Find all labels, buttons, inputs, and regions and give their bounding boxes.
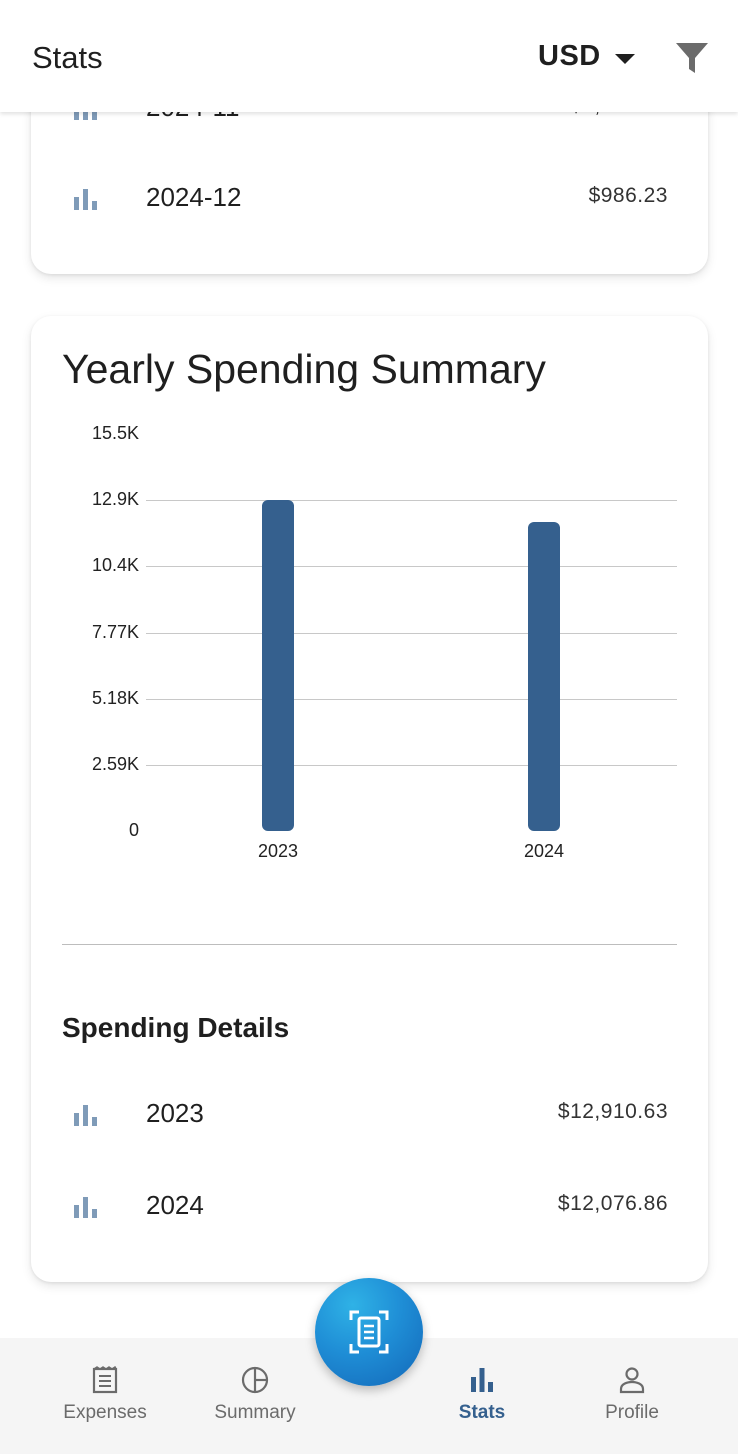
year-amount: $12,076.86	[557, 1192, 668, 1215]
grid-line	[146, 698, 677, 700]
grid-line	[146, 566, 677, 568]
grid-line	[146, 500, 677, 502]
filter-icon[interactable]	[674, 40, 710, 76]
pie-chart-icon	[241, 1366, 269, 1394]
bar-chart-icon	[74, 189, 97, 210]
bar-chart-icon	[74, 1105, 97, 1126]
grid-line	[146, 764, 677, 766]
yearly-bar-chart: 15.5K 12.9K 10.4K 7.77K 5.18K 2.59K 0 2023 2024	[31, 406, 708, 876]
bar-2023[interactable]	[262, 500, 294, 831]
nav-label: Stats	[458, 1402, 506, 1423]
currency-value: USD	[538, 40, 601, 72]
month-label: 2024-12	[146, 182, 242, 212]
year-label: 2024	[146, 1190, 204, 1220]
scan-receipt-button[interactable]	[315, 1278, 423, 1386]
x-tick-label: 2024	[523, 841, 565, 861]
currency-dropdown[interactable]: USD	[538, 40, 635, 73]
bar-chart-icon	[471, 1368, 493, 1392]
list-item[interactable]: 2024-12 $986.23	[31, 168, 708, 228]
nav-item-stats[interactable]: Stats	[407, 1338, 557, 1454]
year-amount: $12,910.63	[557, 1100, 668, 1123]
y-tick-label: 5.18K	[91, 687, 139, 708]
bottom-navigation: Expenses Summary Stats Profile	[0, 1338, 738, 1454]
bar-2024[interactable]	[528, 521, 560, 831]
app-bar: Stats USD	[0, 0, 738, 112]
nav-item-profile[interactable]: Profile	[557, 1338, 707, 1454]
y-tick-label: 15.5K	[91, 423, 139, 443]
receipt-icon	[92, 1366, 118, 1394]
y-tick-label: 2.59K	[91, 753, 139, 774]
x-tick-label: 2023	[257, 841, 299, 861]
nav-label: Profile	[605, 1402, 659, 1423]
month-amount: $986.23	[588, 184, 668, 207]
nav-label: Summary	[214, 1402, 296, 1423]
person-icon	[619, 1367, 645, 1394]
y-tick-label: 0	[128, 820, 139, 840]
nav-label: Expenses	[63, 1402, 147, 1423]
yearly-summary-card: Yearly Spending Summary 15.5K 12.9K 10.4K 7…	[31, 316, 708, 1282]
list-item[interactable]: 2023 $12,910.63	[31, 1084, 708, 1144]
y-tick-label: 10.4K	[91, 555, 139, 576]
page-title: Stats	[32, 40, 103, 75]
chevron-down-icon	[614, 53, 635, 64]
list-item[interactable]: 2024 $12,076.86	[31, 1176, 708, 1236]
yearly-summary-title: Yearly Spending Summary	[62, 346, 546, 392]
bar-chart-icon	[74, 1197, 97, 1218]
nav-item-summary[interactable]: Summary	[180, 1338, 330, 1454]
document-scan-icon	[349, 1310, 389, 1354]
spending-details-title: Spending Details	[62, 1012, 290, 1043]
year-label: 2023	[146, 1098, 204, 1128]
grid-line	[146, 632, 677, 634]
divider	[62, 944, 677, 945]
nav-item-expenses[interactable]: Expenses	[30, 1338, 180, 1454]
y-tick-label: 7.77K	[91, 621, 139, 642]
y-tick-label: 12.9K	[91, 489, 139, 510]
